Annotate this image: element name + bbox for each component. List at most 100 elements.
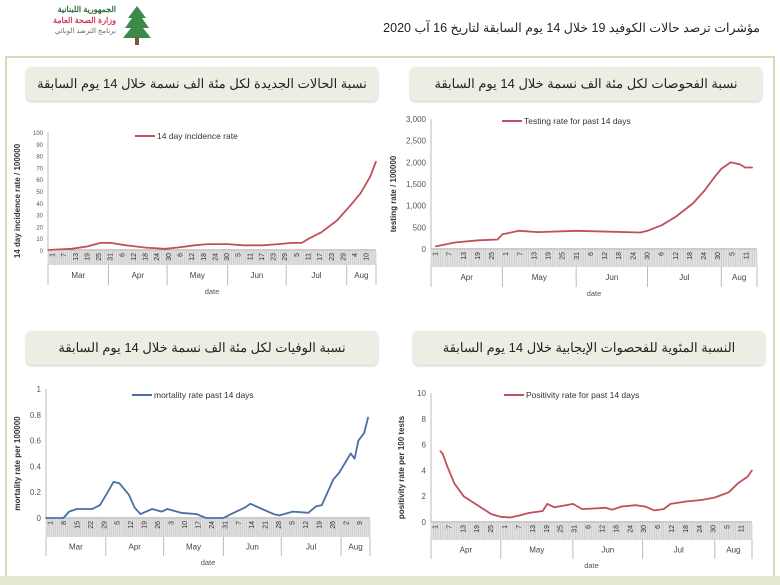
- month-label: Aug: [354, 271, 368, 280]
- x-tick-label: 13: [530, 525, 537, 533]
- x-tick-label: 30: [711, 525, 718, 533]
- data-point: [91, 508, 94, 510]
- data-point: [744, 166, 746, 169]
- data-point: [363, 432, 366, 434]
- y-axis-title: positivity rate per 100 tests: [397, 415, 406, 519]
- x-tick-label: 6: [588, 252, 595, 256]
- data-point: [490, 513, 493, 516]
- data-point: [639, 231, 642, 234]
- x-tick-label: 19: [84, 253, 91, 261]
- x-tick-label: 13: [460, 525, 467, 533]
- data-point: [139, 513, 142, 515]
- data-point: [476, 504, 479, 507]
- data-point: [320, 504, 323, 506]
- x-tick-label: 11: [247, 253, 254, 260]
- y-tick-label: 4: [422, 466, 427, 475]
- data-point: [575, 230, 577, 232]
- x-tick-label: 17: [259, 253, 266, 261]
- data-point: [261, 508, 263, 510]
- month-label: Apr: [460, 546, 473, 555]
- data-point: [739, 163, 742, 166]
- data-point: [608, 230, 611, 233]
- y-tick-label: 10: [36, 237, 43, 243]
- data-point: [193, 244, 196, 247]
- x-tick-label: 1: [503, 252, 510, 256]
- logo-line-3: برنامج الترصد الوبائي: [54, 28, 116, 35]
- month-label: Jun: [246, 543, 259, 552]
- legend-label: Positivity rate for past 14 days: [526, 390, 639, 400]
- data-point: [375, 160, 377, 163]
- month-label: Jun: [605, 273, 618, 282]
- y-tick-label: 6: [422, 441, 427, 450]
- x-tick-label: 24: [701, 252, 708, 260]
- data-point: [546, 503, 549, 505]
- y-tick-label: 50: [36, 190, 43, 196]
- x-tick-label: 24: [209, 521, 216, 529]
- x-tick-label: 13: [531, 252, 538, 260]
- x-tick-label: 21: [263, 521, 270, 529]
- data-point: [291, 242, 293, 244]
- y-tick-label: 0: [37, 514, 42, 523]
- data-point: [703, 189, 706, 192]
- data-point: [242, 244, 245, 247]
- month-label: Aug: [732, 273, 746, 282]
- y-tick-label: 0: [422, 518, 427, 527]
- x-tick-label: 6: [655, 525, 662, 529]
- month-label: Apr: [128, 543, 141, 552]
- month-label: Apr: [460, 273, 473, 282]
- x-tick-label: 12: [128, 521, 135, 529]
- data-point: [76, 508, 78, 510]
- data-point: [644, 505, 646, 508]
- x-tick-label: 17: [317, 253, 324, 261]
- x-tick-label: 29: [101, 521, 108, 529]
- data-point: [509, 516, 511, 519]
- x-tick-label: 10: [364, 253, 371, 261]
- y-tick-label: 0: [40, 249, 44, 255]
- data-point: [176, 246, 178, 249]
- data-point: [661, 224, 663, 226]
- x-tick-label: 6: [178, 253, 185, 257]
- data-point: [99, 242, 102, 244]
- data-point: [537, 231, 539, 233]
- data-point: [249, 503, 252, 505]
- data-point: [112, 481, 115, 483]
- data-point: [604, 507, 607, 509]
- data-point: [357, 439, 360, 442]
- page-title: مؤشرات ترصد حالات الكوفيد 19 خلال 14 يوم…: [383, 21, 760, 35]
- data-point: [746, 476, 749, 478]
- data-point: [441, 452, 444, 455]
- y-tick-label: 8: [422, 415, 427, 424]
- data-point: [338, 472, 340, 474]
- x-tick-label: 13: [461, 252, 468, 260]
- x-tick-label: 26: [155, 521, 162, 529]
- data-point: [109, 242, 112, 244]
- y-tick-label: 40: [36, 202, 43, 208]
- y-tick-label: 0.4: [30, 462, 42, 471]
- x-tick-label: 1: [433, 252, 440, 256]
- x-tick-band: [431, 250, 757, 267]
- cedar-icon: [123, 6, 151, 45]
- x-tick-label: 7: [61, 253, 68, 257]
- legend-label: Testing rate for past 14 days: [524, 116, 631, 126]
- x-tick-label: 7: [236, 521, 243, 525]
- x-tick-label: 25: [558, 525, 565, 533]
- y-tick-label: 2: [422, 492, 427, 501]
- data-point: [727, 491, 730, 494]
- data-point: [462, 495, 465, 498]
- data-point: [359, 192, 362, 195]
- y-tick-label: 0.8: [30, 411, 42, 420]
- y-tick-label: 0.6: [30, 437, 42, 446]
- month-label: May: [186, 543, 201, 552]
- x-tick-label: 12: [599, 525, 606, 533]
- month-label: Jul: [306, 543, 316, 552]
- data-point: [207, 243, 209, 245]
- x-tick-label: 18: [613, 525, 620, 533]
- x-tick-label: 5: [115, 521, 122, 525]
- x-tick-label: 13: [73, 253, 80, 261]
- data-point: [47, 249, 49, 251]
- data-point: [230, 513, 232, 515]
- x-tick-label: 1: [50, 253, 57, 257]
- data-point: [565, 504, 567, 507]
- x-tick-label: 18: [201, 253, 208, 261]
- month-label: Mar: [71, 271, 85, 280]
